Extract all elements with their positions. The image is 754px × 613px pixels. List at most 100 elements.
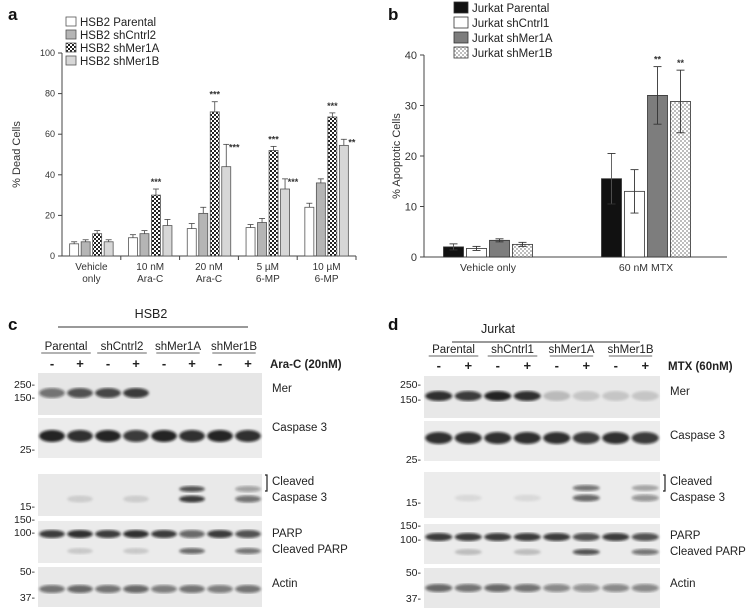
bar: [162, 225, 173, 257]
blot-band: [631, 584, 659, 592]
blot-band: [207, 585, 233, 593]
row-label: Cleaved PARP: [272, 544, 348, 556]
mw-marker: 250-: [14, 379, 36, 391]
bar: [198, 212, 209, 257]
treatment-sign: -: [437, 358, 441, 373]
blot-band: [207, 530, 233, 538]
blot-band: [95, 530, 121, 538]
blot-band: [572, 533, 600, 541]
blot-band: [484, 533, 512, 541]
bracket: [265, 474, 268, 492]
bar: [186, 228, 197, 257]
blot-band: [67, 548, 93, 554]
blot-band: [67, 430, 93, 442]
row-label: Mer: [670, 386, 690, 398]
mw-marker: 15-: [406, 497, 422, 509]
blot-band: [151, 585, 177, 593]
blot-band: [67, 530, 93, 538]
significance-stars: ***: [327, 101, 338, 111]
y-tick-label: 20: [405, 151, 417, 163]
bar: [268, 150, 279, 257]
bar: [338, 144, 349, 257]
blot-band: [179, 430, 205, 442]
blot-band: [39, 585, 65, 593]
blot-band: [631, 391, 659, 401]
mw-marker: 100-: [14, 527, 36, 539]
bar: [128, 237, 138, 257]
blot-band: [602, 584, 630, 592]
blot-strip: [424, 472, 660, 518]
group-label: shMer1B: [211, 341, 257, 353]
treatment-sign: -: [218, 356, 222, 371]
treatment-label: MTX (60nM): [668, 361, 733, 373]
blot-band: [513, 432, 541, 444]
blot-band: [123, 548, 149, 554]
blot-band: [179, 495, 205, 503]
blot-band: [631, 494, 659, 502]
row-label: Cleaved: [670, 476, 712, 488]
significance-stars: ***: [288, 177, 299, 187]
blot-band: [513, 584, 541, 592]
blot-band: [123, 530, 149, 538]
legend-swatch: [453, 1, 469, 14]
bar: [103, 241, 114, 257]
mw-marker: 37-: [20, 592, 36, 604]
panel-letter: c: [8, 315, 17, 334]
mw-marker: 150-: [400, 520, 422, 532]
x-category-label: 60 nM MTX: [619, 262, 673, 274]
bar: [139, 233, 150, 257]
x-category-label: 20 nM: [195, 262, 223, 273]
blot-strip: [424, 524, 660, 564]
row-label: Caspase 3: [272, 422, 327, 434]
blot-band: [513, 494, 541, 502]
bar: [304, 206, 315, 257]
blot-band: [572, 584, 600, 592]
x-category-label: 5 µM: [257, 262, 279, 273]
group-label: shCntrl2: [101, 341, 144, 353]
legend-swatch: [453, 46, 469, 59]
legend-label: Jurkat shMer1A: [472, 33, 553, 45]
mw-marker: 37-: [406, 593, 422, 605]
legend-swatch: [65, 16, 77, 27]
bar: [257, 222, 267, 257]
blot-band: [513, 391, 541, 401]
y-axis-title: % Apoptotic Cells: [391, 113, 403, 199]
legend-swatch: [65, 42, 77, 53]
group-label: shMer1B: [607, 344, 653, 356]
bar: [280, 188, 290, 257]
x-category-label: 10 µM: [313, 262, 341, 273]
significance-stars: ***: [229, 142, 240, 152]
bar: [80, 241, 91, 257]
treatment-sign: +: [464, 358, 472, 373]
x-category-label: only: [82, 274, 100, 285]
significance-stars: **: [348, 137, 356, 147]
chart-b: 0 10 20 30 40 % Apoptotic Cells Vehicle only **…: [391, 1, 727, 274]
significance-stars: **: [654, 55, 662, 65]
bar: [489, 239, 510, 258]
legend-swatch: [453, 16, 469, 29]
blot-band: [67, 388, 93, 398]
y-tick-label: 60: [45, 129, 55, 139]
group-label: shMer1A: [548, 344, 594, 356]
bar: [209, 111, 220, 257]
blot-band: [572, 391, 600, 401]
row-label: Cleaved: [272, 476, 314, 488]
significance-stars: ***: [209, 90, 220, 100]
mw-marker: 50-: [406, 567, 422, 579]
treatment-sign: -: [614, 358, 618, 373]
treatment-sign: -: [162, 356, 166, 371]
blot-band: [39, 388, 65, 398]
row-label: Caspase 3: [670, 430, 725, 442]
blot-band: [39, 430, 65, 442]
significance-stars: ***: [268, 134, 279, 144]
mw-marker: 50-: [20, 566, 36, 578]
legend-label: Jurkat Parental: [472, 3, 549, 15]
blot-band: [543, 533, 571, 541]
blot-band: [543, 584, 571, 592]
bar: [327, 116, 338, 257]
y-axis-title: % Dead Cells: [11, 121, 23, 188]
legend-swatch: [65, 29, 77, 40]
treatment-sign: -: [496, 358, 500, 373]
blot-band: [454, 549, 482, 555]
